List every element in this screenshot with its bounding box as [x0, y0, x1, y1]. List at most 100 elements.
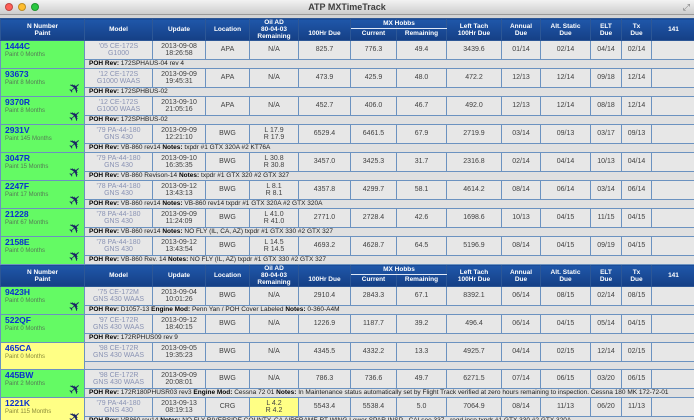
column-header-annual_due[interactable]: Annual Due	[501, 18, 541, 41]
column-header-remaining[interactable]: Remaining	[396, 18, 447, 41]
column-header-tx_due[interactable]: Tx Due	[621, 18, 652, 41]
aircraft-row-93673[interactable]: 93673 Paint 8 Months ✈ '12 CE-172S G1000 WAA…	[0, 68, 694, 97]
cell-n-number: 9370R Paint 8 Months ✈	[0, 96, 85, 125]
column-header-model[interactable]: Model	[84, 264, 153, 287]
n-number-link[interactable]: 9370R	[5, 97, 31, 107]
cell-model: '78 PA-44-180 GNS 430	[84, 208, 153, 228]
aircraft-row-522QF[interactable]: 522QF Paint 0 Months '97 CE-172R GNS 430 WA…	[0, 314, 694, 343]
cell-elt-due: 08/18	[590, 96, 622, 116]
column-header-n_number[interactable]: N Number Paint	[0, 264, 85, 287]
cell-annual-due: 12/13	[501, 68, 541, 88]
cell-location: BWG	[205, 342, 250, 362]
cell-alt-static-due: 02/15	[540, 342, 591, 362]
cell-elt-due: 03/20	[590, 369, 622, 389]
aircraft-row-1444C[interactable]: 1444C Paint 0 Months '05 CE-172S G1000 2013-…	[0, 40, 694, 69]
cell-tx-due: 11/13	[621, 397, 652, 417]
column-header-c141[interactable]: 141	[651, 264, 694, 287]
cell-mx-remaining: 13.3	[396, 342, 447, 362]
aircraft-row-9423H[interactable]: 9423H Paint 0 Months ✈ '75 CE-172M GNS 430 W…	[0, 286, 694, 315]
poh-rev-row: POH Rev: 172R180PHUSR03 rev3 Engine Mod:…	[1, 388, 694, 398]
cell-mx-remaining: 39.2	[396, 314, 447, 334]
n-number-link[interactable]: 1221K	[5, 398, 31, 408]
aircraft-row-2158E[interactable]: 2158E Paint 0 Months ✈ '78 PA-44-180 GNS 430…	[0, 236, 694, 265]
column-header-current[interactable]: Current MX Hobbs	[350, 18, 447, 41]
poh-rev-row: POH Rev: 172RPHUS09 rev 9	[1, 333, 694, 343]
column-header-location[interactable]: Location	[205, 264, 250, 287]
cell-oil-ad: N/A	[249, 40, 299, 60]
n-number-link[interactable]: 2931V	[5, 125, 30, 135]
column-header-left_tach_due[interactable]: Left Tach 100Hr Due	[446, 18, 502, 41]
cell-update: 2013-09-12 18:40:15	[152, 314, 206, 334]
column-header-annual_due[interactable]: Annual Due	[501, 264, 541, 287]
column-header-elt_due[interactable]: ELT Due	[590, 264, 622, 287]
cell-oil-ad: N/A	[249, 68, 299, 88]
column-header-left_tach_due[interactable]: Left Tach 100Hr Due	[446, 264, 502, 287]
window-title: ATP MXTimeTrack	[308, 2, 386, 12]
cell-elt-due: 12/14	[590, 342, 622, 362]
column-header-update[interactable]: Update	[152, 264, 206, 287]
cell-mx-current: 736.6	[350, 369, 397, 389]
n-number-link[interactable]: 445BW	[5, 370, 34, 380]
column-header-oil_ad[interactable]: Oil AD 80-04-03 Remaining	[249, 18, 299, 41]
column-header-alt_static_due[interactable]: Alt. Static Due	[540, 18, 591, 41]
aircraft-row-21228[interactable]: 21228 Paint 67 Months ✈ '78 PA-44-180 GNS 43…	[0, 208, 694, 237]
n-number-link[interactable]: 9423H	[5, 287, 31, 297]
aircraft-row-1221K[interactable]: 1221K Paint 115 Months ✈ '79 PA-44-180 GNS 4…	[0, 397, 694, 420]
column-header-oil_ad[interactable]: Oil AD 80-04-03 Remaining	[249, 264, 299, 287]
n-number-link[interactable]: 3047R	[5, 153, 31, 163]
column-header-model[interactable]: Model	[84, 18, 153, 41]
paint-age-label: Paint 67 Months	[5, 219, 49, 226]
cell-n-number: 9423H Paint 0 Months ✈	[0, 286, 85, 315]
column-header-location[interactable]: Location	[205, 18, 250, 41]
column-header-hr100_due[interactable]: 100Hr Due	[298, 264, 351, 287]
column-header-n_number[interactable]: N Number Paint	[0, 18, 85, 41]
column-header-remaining[interactable]: Remaining	[396, 264, 447, 287]
cell-annual-due: 08/14	[501, 180, 541, 200]
close-button[interactable]	[5, 3, 13, 11]
n-number-link[interactable]: 2247F	[5, 181, 30, 191]
cell-n-number: 21228 Paint 67 Months ✈	[0, 208, 85, 237]
column-header-elt_due[interactable]: ELT Due	[590, 18, 622, 41]
n-number-link[interactable]: 2158E	[5, 237, 30, 247]
cell-n-number: 2247F Paint 17 Months ✈	[0, 180, 85, 209]
cell-annual-due: 03/14	[501, 124, 541, 144]
cell-hr100-due: 452.7	[298, 96, 351, 116]
cell-left-tach-due: 2316.8	[446, 152, 502, 172]
aircraft-row-2931V[interactable]: 2931V Paint 145 Months ✈ '79 PA-44-180 GNS 4…	[0, 124, 694, 153]
cell-hr100-due: 1226.9	[298, 314, 351, 334]
column-header-hr100_due[interactable]: 100Hr Due	[298, 18, 351, 41]
aircraft-row-445BW[interactable]: 445BW Paint 2 Months ✈ '98 CE-172R GNS 430 W…	[0, 369, 694, 398]
cell-model: '79 PA-44-180 GNS 430	[84, 124, 153, 144]
resize-icon[interactable]: ⤢	[682, 2, 690, 12]
column-header-tx_due[interactable]: Tx Due	[621, 264, 652, 287]
aircraft-row-2247F[interactable]: 2247F Paint 17 Months ✈ '78 PA-44-180 GNS 43…	[0, 180, 694, 209]
poh-rev-row: POH Rev: 172SPHAUS-04 rev 4	[1, 59, 694, 69]
n-number-link[interactable]: 1444C	[5, 41, 31, 51]
n-number-link[interactable]: 21228	[5, 209, 29, 219]
cell-left-tach-due: 5196.9	[446, 236, 502, 256]
column-header-current[interactable]: Current MX Hobbs	[350, 264, 447, 287]
cell-n-number: 2158E Paint 0 Months ✈	[0, 236, 85, 265]
cell-alt-static-due: 02/14	[540, 40, 591, 60]
n-number-link[interactable]: 465CA	[5, 343, 32, 353]
minimize-button[interactable]	[18, 3, 26, 11]
cell-annual-due: 07/14	[501, 369, 541, 389]
cell-model: '12 CE-172S G1000 WAAS	[84, 68, 153, 88]
cell-update: 2013-09-08 18:26:58	[152, 40, 206, 60]
column-header-c141[interactable]: 141	[651, 18, 694, 41]
aircraft-row-3047R[interactable]: 3047R Paint 15 Months ✈ '79 PA-44-180 GNS 43…	[0, 152, 694, 181]
cell-left-tach-due: 6271.5	[446, 369, 502, 389]
cell-model: '05 CE-172S G1000	[84, 40, 153, 60]
column-header-update[interactable]: Update	[152, 18, 206, 41]
poh-rev-row: POH Rev: VB-860 rev14 Notes: txpdr #1 GT…	[1, 143, 694, 153]
cell-annual-due: 06/14	[501, 286, 541, 306]
aircraft-row-9370R[interactable]: 9370R Paint 8 Months ✈ '12 CE-172S G1000 WAA…	[0, 96, 694, 125]
n-number-link[interactable]: 522QF	[5, 315, 31, 325]
zoom-button[interactable]	[31, 3, 39, 11]
poh-rev-text: POH Rev: VB-860 Rev. 14 Notes: NO FLY (I…	[84, 255, 694, 265]
column-header-alt_static_due[interactable]: Alt. Static Due	[540, 264, 591, 287]
cell-update: 2013-09-13 08:19:13	[152, 397, 206, 417]
n-number-link[interactable]: 93673	[5, 69, 29, 79]
aircraft-row-465CA[interactable]: 465CA Paint 0 Months '98 CE-172R GNS 430 WA…	[0, 342, 694, 370]
cell-hr100-due: 786.3	[298, 369, 351, 389]
